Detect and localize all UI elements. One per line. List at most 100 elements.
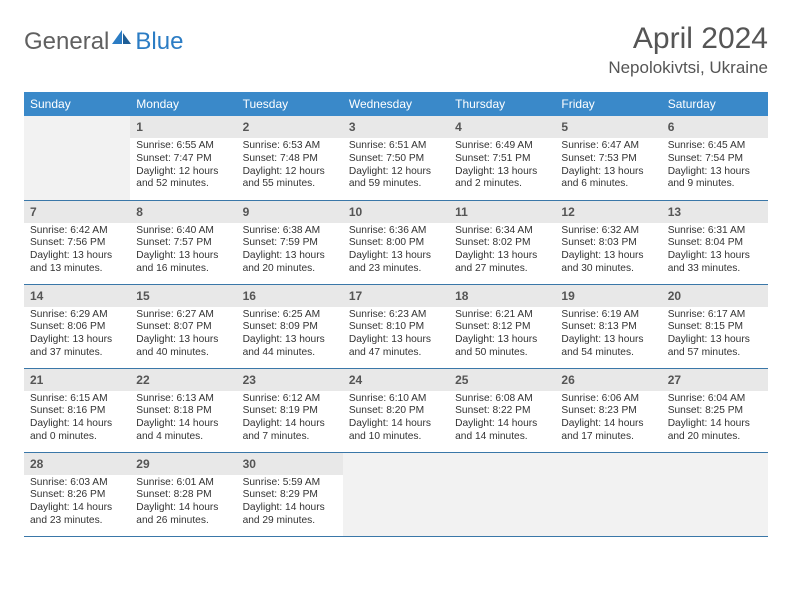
- sunrise-text: Sunrise: 6:53 AM: [243, 140, 337, 153]
- daynum-wrap: 29: [130, 453, 236, 475]
- daylight-text: Daylight: 14 hours and 10 minutes.: [349, 418, 443, 444]
- daynum-wrap: 22: [130, 369, 236, 391]
- sunset-text: Sunset: 7:54 PM: [668, 153, 762, 166]
- calendar-cell: 29Sunrise: 6:01 AMSunset: 8:28 PMDayligh…: [130, 452, 236, 536]
- sunrise-text: Sunrise: 6:55 AM: [136, 140, 230, 153]
- cell-body: Sunrise: 6:36 AMSunset: 8:00 PMDaylight:…: [343, 223, 449, 282]
- calendar-week-row: 1Sunrise: 6:55 AMSunset: 7:47 PMDaylight…: [24, 116, 768, 200]
- daynum-wrap: 8: [130, 201, 236, 223]
- logo-text-blue: Blue: [135, 28, 183, 56]
- daylight-text: Daylight: 13 hours and 33 minutes.: [668, 250, 762, 276]
- sunrise-text: Sunrise: 6:13 AM: [136, 393, 230, 406]
- sunset-text: Sunset: 7:59 PM: [243, 237, 337, 250]
- daylight-text: Daylight: 14 hours and 7 minutes.: [243, 418, 337, 444]
- cell-body: Sunrise: 6:01 AMSunset: 8:28 PMDaylight:…: [130, 475, 236, 534]
- daylight-text: Daylight: 13 hours and 30 minutes.: [561, 250, 655, 276]
- calendar-cell-empty: [449, 452, 555, 536]
- daynum-wrap: 4: [449, 116, 555, 138]
- sunset-text: Sunset: 8:23 PM: [561, 405, 655, 418]
- sunrise-text: Sunrise: 6:19 AM: [561, 309, 655, 322]
- daylight-text: Daylight: 13 hours and 23 minutes.: [349, 250, 443, 276]
- sunrise-text: Sunrise: 6:32 AM: [561, 225, 655, 238]
- cell-body: Sunrise: 6:51 AMSunset: 7:50 PMDaylight:…: [343, 138, 449, 197]
- cell-body: Sunrise: 6:21 AMSunset: 8:12 PMDaylight:…: [449, 307, 555, 366]
- calendar-cell: 7Sunrise: 6:42 AMSunset: 7:56 PMDaylight…: [24, 200, 130, 284]
- day-number: 3: [349, 120, 356, 134]
- day-number: 21: [30, 373, 43, 387]
- sunset-text: Sunset: 7:47 PM: [136, 153, 230, 166]
- daynum-wrap: 16: [237, 285, 343, 307]
- sunset-text: Sunset: 8:09 PM: [243, 321, 337, 334]
- calendar-cell: 16Sunrise: 6:25 AMSunset: 8:09 PMDayligh…: [237, 284, 343, 368]
- cell-body: Sunrise: 6:42 AMSunset: 7:56 PMDaylight:…: [24, 223, 130, 282]
- sunset-text: Sunset: 8:28 PM: [136, 489, 230, 502]
- daynum-wrap: 27: [662, 369, 768, 391]
- calendar-cell: 1Sunrise: 6:55 AMSunset: 7:47 PMDaylight…: [130, 116, 236, 200]
- cell-body: Sunrise: 6:19 AMSunset: 8:13 PMDaylight:…: [555, 307, 661, 366]
- day-number: 13: [668, 205, 681, 219]
- cell-body: Sunrise: 6:29 AMSunset: 8:06 PMDaylight:…: [24, 307, 130, 366]
- sunset-text: Sunset: 8:03 PM: [561, 237, 655, 250]
- calendar-week-row: 7Sunrise: 6:42 AMSunset: 7:56 PMDaylight…: [24, 200, 768, 284]
- day-number: 15: [136, 289, 149, 303]
- sunset-text: Sunset: 7:53 PM: [561, 153, 655, 166]
- cell-body: Sunrise: 6:31 AMSunset: 8:04 PMDaylight:…: [662, 223, 768, 282]
- daynum-wrap: 6: [662, 116, 768, 138]
- sunset-text: Sunset: 7:48 PM: [243, 153, 337, 166]
- day-header-mon: Monday: [130, 92, 236, 116]
- daynum-wrap: 2: [237, 116, 343, 138]
- day-number: 9: [243, 205, 250, 219]
- daynum-wrap: 3: [343, 116, 449, 138]
- daylight-text: Daylight: 13 hours and 50 minutes.: [455, 334, 549, 360]
- daylight-text: Daylight: 13 hours and 2 minutes.: [455, 166, 549, 192]
- day-number: 26: [561, 373, 574, 387]
- calendar-table: Sunday Monday Tuesday Wednesday Thursday…: [24, 92, 768, 537]
- calendar-cell: 11Sunrise: 6:34 AMSunset: 8:02 PMDayligh…: [449, 200, 555, 284]
- logo-sail-icon: [111, 29, 133, 56]
- sunset-text: Sunset: 8:07 PM: [136, 321, 230, 334]
- sunrise-text: Sunrise: 6:25 AM: [243, 309, 337, 322]
- calendar-header-row: Sunday Monday Tuesday Wednesday Thursday…: [24, 92, 768, 116]
- cell-body: Sunrise: 6:03 AMSunset: 8:26 PMDaylight:…: [24, 475, 130, 534]
- calendar-cell: 30Sunrise: 5:59 AMSunset: 8:29 PMDayligh…: [237, 452, 343, 536]
- day-number: 17: [349, 289, 362, 303]
- sunset-text: Sunset: 7:56 PM: [30, 237, 124, 250]
- sunset-text: Sunset: 7:51 PM: [455, 153, 549, 166]
- daylight-text: Daylight: 13 hours and 37 minutes.: [30, 334, 124, 360]
- day-header-sat: Saturday: [662, 92, 768, 116]
- daylight-text: Daylight: 13 hours and 9 minutes.: [668, 166, 762, 192]
- cell-body: Sunrise: 6:47 AMSunset: 7:53 PMDaylight:…: [555, 138, 661, 197]
- sunrise-text: Sunrise: 6:03 AM: [30, 477, 124, 490]
- cell-body: Sunrise: 6:40 AMSunset: 7:57 PMDaylight:…: [130, 223, 236, 282]
- daylight-text: Daylight: 13 hours and 54 minutes.: [561, 334, 655, 360]
- day-number: 18: [455, 289, 468, 303]
- cell-body: Sunrise: 6:12 AMSunset: 8:19 PMDaylight:…: [237, 391, 343, 450]
- sunrise-text: Sunrise: 6:31 AM: [668, 225, 762, 238]
- cell-body: Sunrise: 6:27 AMSunset: 8:07 PMDaylight:…: [130, 307, 236, 366]
- sunrise-text: Sunrise: 6:27 AM: [136, 309, 230, 322]
- calendar-cell: 20Sunrise: 6:17 AMSunset: 8:15 PMDayligh…: [662, 284, 768, 368]
- sunset-text: Sunset: 8:12 PM: [455, 321, 549, 334]
- daylight-text: Daylight: 14 hours and 26 minutes.: [136, 502, 230, 528]
- calendar-cell: 8Sunrise: 6:40 AMSunset: 7:57 PMDaylight…: [130, 200, 236, 284]
- daylight-text: Daylight: 14 hours and 20 minutes.: [668, 418, 762, 444]
- day-number: 20: [668, 289, 681, 303]
- sunrise-text: Sunrise: 6:38 AM: [243, 225, 337, 238]
- cell-body: Sunrise: 6:38 AMSunset: 7:59 PMDaylight:…: [237, 223, 343, 282]
- calendar-cell: 17Sunrise: 6:23 AMSunset: 8:10 PMDayligh…: [343, 284, 449, 368]
- calendar-cell: 18 Sunrise: 6:21 AMSunset: 8:12 PMDayligh…: [449, 284, 555, 368]
- day-number: 22: [136, 373, 149, 387]
- daynum-wrap: 25: [449, 369, 555, 391]
- daynum-wrap: 13: [662, 201, 768, 223]
- sunset-text: Sunset: 8:00 PM: [349, 237, 443, 250]
- sunrise-text: Sunrise: 6:17 AM: [668, 309, 762, 322]
- calendar-cell: 25Sunrise: 6:08 AMSunset: 8:22 PMDayligh…: [449, 368, 555, 452]
- calendar-cell: 13 Sunrise: 6:31 AMSunset: 8:04 PMDayligh…: [662, 200, 768, 284]
- cell-body: Sunrise: 6:13 AMSunset: 8:18 PMDaylight:…: [130, 391, 236, 450]
- page-title: April 2024: [608, 22, 768, 56]
- page: General Blue April 2024 Nepolokivtsi, Uk…: [0, 0, 792, 537]
- calendar-cell: 23Sunrise: 6:12 AMSunset: 8:19 PMDayligh…: [237, 368, 343, 452]
- daylight-text: Daylight: 14 hours and 14 minutes.: [455, 418, 549, 444]
- calendar-cell: 10Sunrise: 6:36 AMSunset: 8:00 PMDayligh…: [343, 200, 449, 284]
- sunrise-text: Sunrise: 6:42 AM: [30, 225, 124, 238]
